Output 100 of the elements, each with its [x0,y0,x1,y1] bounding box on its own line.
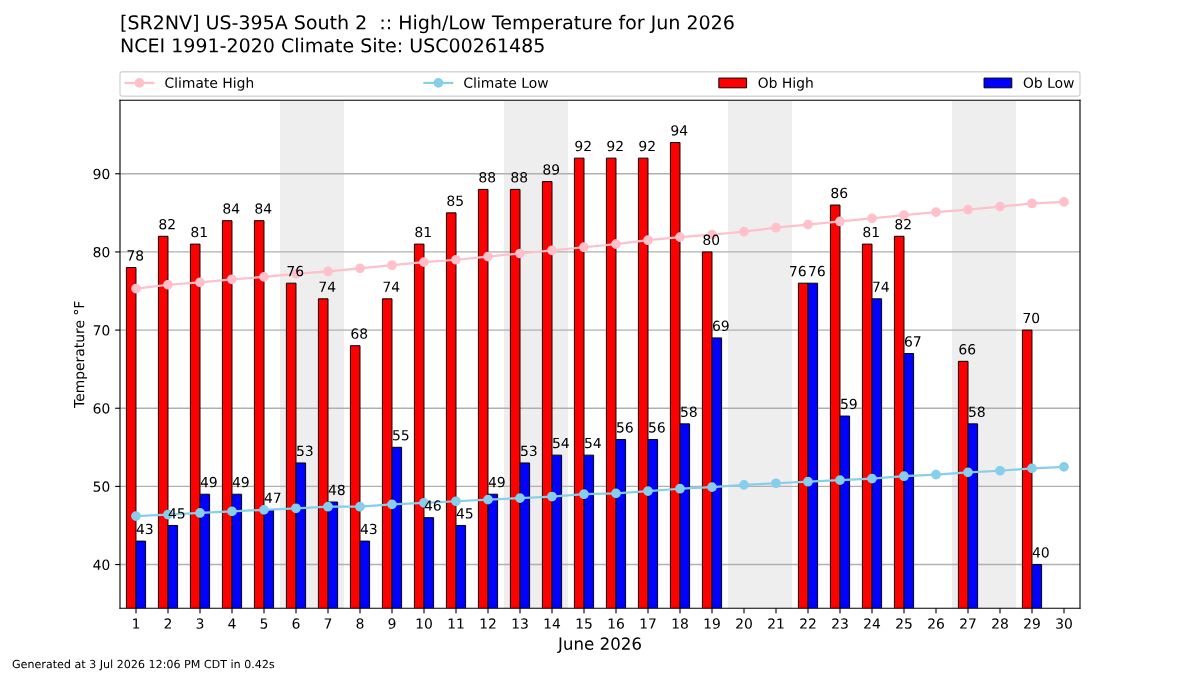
point [131,511,141,521]
point [547,491,557,502]
data-label: 58 [681,406,697,418]
x-tick-label: 23 [832,618,848,629]
data-label: 40 [1032,547,1049,558]
data-label: 84 [223,203,240,214]
point [995,465,1005,476]
point [771,222,781,233]
x-tick-label: 15 [576,618,592,629]
point [867,473,877,484]
chart-title: [SR2NV] US-395A South 2 :: High/Low Temperature for Jun 2026 [121,14,734,34]
y-tick-label: 60 [93,403,110,414]
data-label: 49 [200,476,217,488]
data-label: 53 [521,445,537,457]
x-tick-label: 27 [960,618,976,629]
point [803,476,813,487]
point [899,471,909,482]
x-tick-label: 29 [1024,618,1040,629]
data-label: 88 [511,172,528,183]
y-tick-label: 90 [93,168,110,180]
x-tick-label: 24 [864,618,881,629]
point [739,226,749,237]
data-label: 92 [575,140,591,152]
point [451,496,461,507]
chart-subtitle: NCEI 1991-2020 Climate Site: USC00261485 [121,37,544,53]
data-label: 59 [841,398,857,410]
data-label: 56 [649,422,665,433]
x-tick-label: 30 [1056,618,1072,629]
legend-label: Climate High [165,77,254,91]
point [835,475,845,485]
data-label: 70 [1023,312,1040,324]
data-label: 85 [447,195,463,206]
x-tick-label: 4 [228,618,236,629]
x-tick-label: 18 [672,618,688,629]
x-tick-label: 5 [260,618,268,629]
x-tick-label: 28 [992,618,1008,629]
data-label: 45 [168,508,185,519]
point [291,503,301,514]
x-tick-label: 2 [164,618,172,629]
data-label: 74 [319,281,336,292]
point [259,504,269,515]
y-tick-label: 40 [93,559,110,571]
y-tick-label: 50 [93,481,110,492]
x-tick-label: 10 [416,618,432,629]
point [1027,198,1037,209]
x-tick-label: 3 [196,618,204,629]
point [675,232,685,242]
y-axis-title: Temperature °F [73,301,88,409]
data-label: 94 [671,125,688,136]
y-tick-label: 80 [93,246,110,258]
data-label: 92 [607,140,623,152]
data-label: 76 [809,265,825,277]
x-tick-label: 11 [448,618,464,629]
x-tick-label: 8 [356,618,364,629]
data-label: 47 [264,492,281,503]
data-label: 43 [360,523,377,535]
x-tick-label: 16 [608,618,624,629]
point [803,219,813,230]
data-label: 49 [488,476,505,488]
data-label: 67 [904,336,921,347]
data-label: 82 [159,218,175,230]
point [323,266,333,277]
data-label: 80 [703,234,720,246]
point [483,494,493,505]
x-tick-label: 9 [388,618,396,629]
data-label: 54 [585,437,601,449]
point [163,279,173,290]
point [579,489,589,500]
point [419,257,429,267]
data-label: 76 [790,265,806,277]
data-label: 46 [424,500,441,511]
legend-label: Ob High [758,77,813,91]
x-axis-title: June 2026 [557,637,641,654]
point [1059,461,1069,472]
point [931,469,941,480]
x-tick-label: 25 [896,618,912,629]
point [963,204,973,215]
point [515,493,525,503]
data-label: 55 [393,430,409,441]
data-label: 49 [232,476,249,488]
x-tick-label: 22 [800,618,816,629]
data-label: 76 [287,265,304,277]
x-tick-label: 17 [640,618,656,629]
data-label: 78 [127,250,144,261]
data-label: 58 [969,406,985,418]
x-tick-label: 13 [512,618,528,629]
point [675,483,685,494]
legend-label: Ob Low [1023,77,1074,88]
point [451,254,461,265]
point [963,467,973,478]
point [739,479,749,490]
x-tick-label: 1 [133,618,140,629]
x-tick-label: 26 [928,618,944,629]
point [611,239,621,249]
point [195,508,205,518]
data-label: 54 [553,437,569,449]
x-tick-label: 6 [292,618,300,629]
data-label: 86 [831,187,848,199]
point [387,260,397,271]
data-label: 81 [863,226,879,238]
